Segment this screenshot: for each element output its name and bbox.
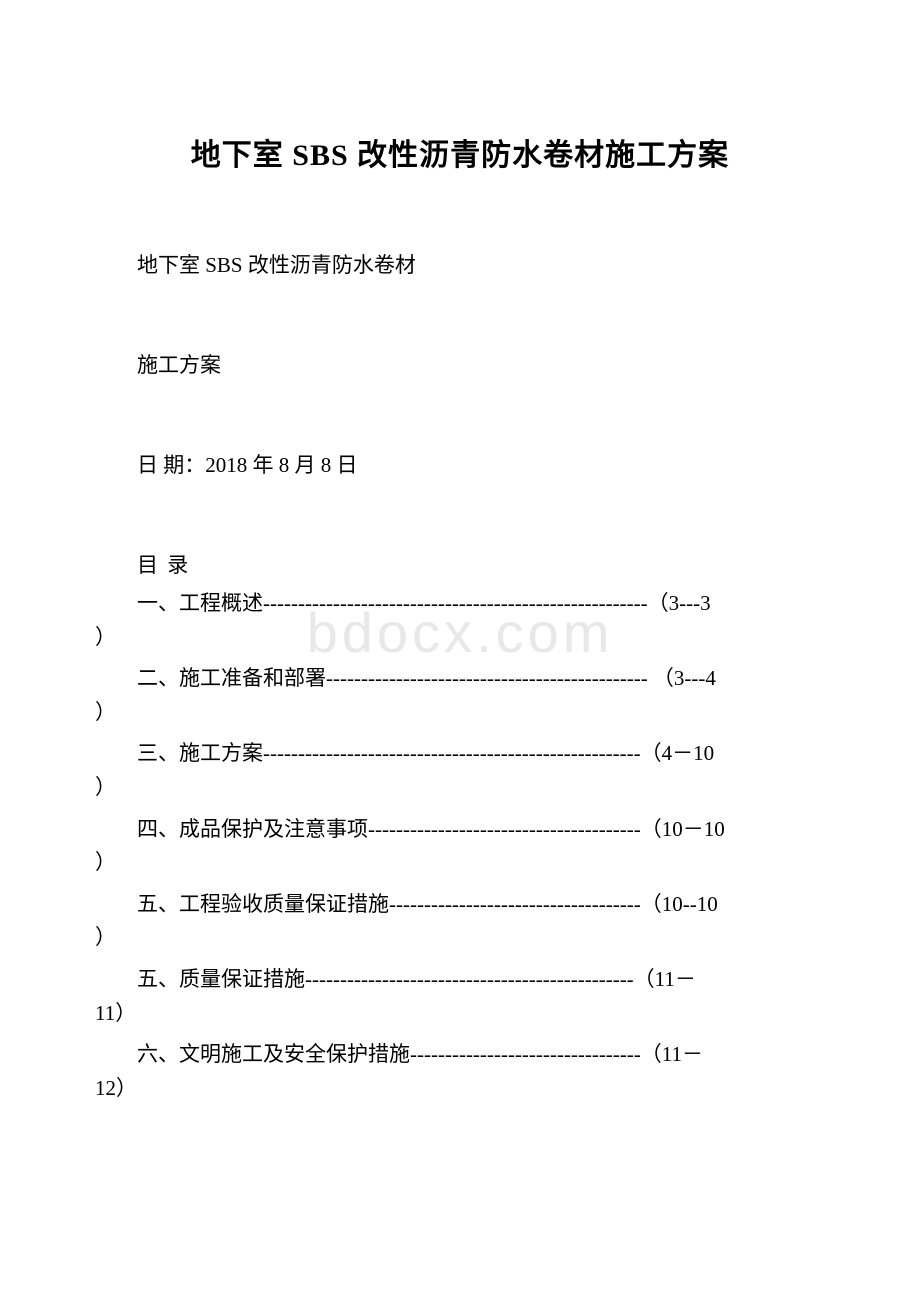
toc-item-line2: ）	[95, 846, 825, 880]
toc-item-line2: ）	[95, 771, 825, 805]
toc-item: 五、工程验收质量保证措施----------------------------…	[95, 888, 825, 955]
toc-header: 目 录	[95, 549, 825, 579]
date-line: 日 期：2018 年 8 月 8 日	[95, 449, 825, 479]
toc-item-line1: 三、施工方案----------------------------------…	[95, 737, 825, 771]
toc-item-line1: 一、工程概述----------------------------------…	[95, 587, 825, 621]
toc-item-line1: 六、文明施工及安全保护措施---------------------------…	[95, 1038, 825, 1072]
toc-item: 二、施工准备和部署-------------------------------…	[95, 662, 825, 729]
toc-item: 三、施工方案----------------------------------…	[95, 737, 825, 804]
subtitle: 地下室 SBS 改性沥青防水卷材	[95, 249, 825, 279]
toc-item: 五、质量保证措施--------------------------------…	[95, 963, 825, 1030]
toc-item-line2: ）	[95, 921, 825, 955]
plan-label: 施工方案	[95, 349, 825, 379]
toc-item-line2: 12）	[95, 1072, 825, 1106]
toc-item-line1: 五、工程验收质量保证措施----------------------------…	[95, 888, 825, 922]
toc-item-line1: 五、质量保证措施--------------------------------…	[95, 963, 825, 997]
toc-item: 四、成品保护及注意事项-----------------------------…	[95, 813, 825, 880]
document-content: 地下室 SBS 改性沥青防水卷材施工方案 地下室 SBS 改性沥青防水卷材 施工…	[95, 130, 825, 1105]
toc-item: 六、文明施工及安全保护措施---------------------------…	[95, 1038, 825, 1105]
toc-item-line2: ）	[95, 696, 825, 730]
toc-item: 一、工程概述----------------------------------…	[95, 587, 825, 654]
toc-item-line1: 二、施工准备和部署-------------------------------…	[95, 662, 825, 696]
toc-item-line2: ）	[95, 621, 825, 655]
document-title: 地下室 SBS 改性沥青防水卷材施工方案	[95, 130, 825, 174]
toc-item-line1: 四、成品保护及注意事项-----------------------------…	[95, 813, 825, 847]
toc-item-line2: 11）	[95, 997, 825, 1031]
